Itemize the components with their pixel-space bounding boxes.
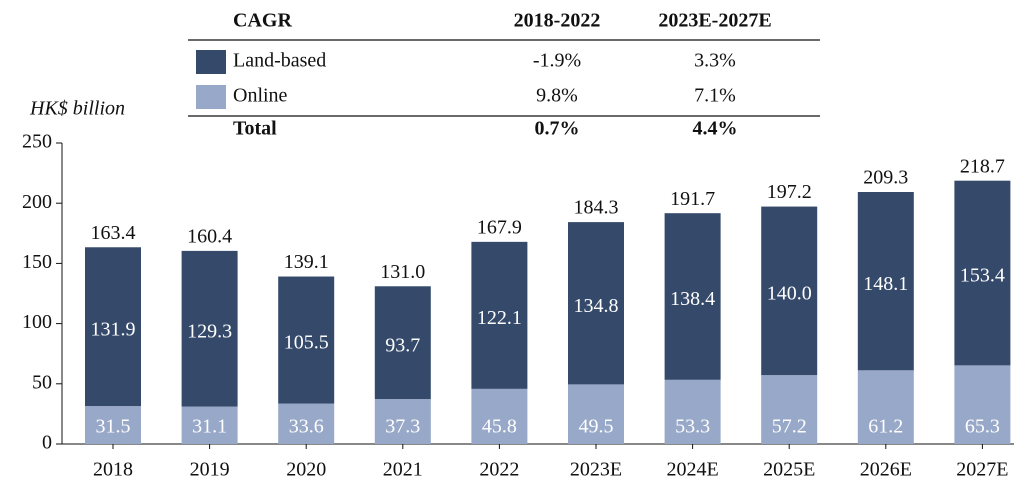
x-tick-label: 2021 — [383, 459, 423, 481]
y-axis-label: HK$ billion — [29, 98, 125, 120]
bar-segment — [471, 241, 528, 389]
bar-segment — [85, 406, 141, 444]
segment-label: 31.5 — [96, 416, 131, 438]
segment-label: 49.5 — [579, 416, 614, 438]
x-tick-label: 2020 — [286, 459, 326, 481]
total-label: 209.3 — [863, 167, 908, 189]
total-label: 191.7 — [670, 188, 715, 210]
bar-segment — [181, 250, 238, 407]
segment-label: 53.3 — [675, 416, 710, 438]
y-tick-label: 150 — [22, 251, 52, 273]
segment-label: 93.7 — [385, 334, 420, 356]
y-tick-label: 50 — [32, 371, 52, 393]
bar-segment — [664, 213, 721, 380]
total-label: 160.4 — [187, 225, 232, 247]
legend-label: Online — [233, 85, 288, 107]
bar-segment — [471, 388, 528, 444]
segment-label: 148.1 — [863, 273, 908, 295]
total-label: 139.1 — [284, 251, 329, 273]
total-label: 184.3 — [574, 197, 619, 219]
x-tick-label: 2019 — [190, 459, 230, 481]
bar-segment — [761, 375, 818, 444]
bar-segment — [568, 222, 624, 385]
segment-label: 131.9 — [91, 318, 136, 340]
table-cell: 9.8% — [536, 85, 578, 107]
x-tick-label: 2024E — [666, 459, 718, 481]
total-label: 163.4 — [91, 222, 136, 244]
segment-label: 57.2 — [772, 416, 807, 438]
table-total: 0.7% — [535, 118, 580, 140]
y-tick-label: 0 — [42, 432, 52, 454]
bar-segment — [374, 399, 431, 444]
bar-segment — [664, 379, 721, 444]
table-header: 2018-2022 — [514, 10, 601, 32]
x-tick-label: 2026E — [860, 459, 912, 481]
y-tick-label: 200 — [22, 191, 52, 213]
segment-label: 37.3 — [385, 416, 420, 438]
x-tick-label: 2018 — [93, 459, 133, 481]
bar-segment — [374, 286, 431, 400]
bar-segment — [857, 370, 914, 444]
bar-segment — [761, 206, 818, 376]
segment-label: 45.8 — [482, 416, 517, 438]
segment-label: 134.8 — [574, 295, 619, 317]
x-tick-label: 2023E — [570, 459, 622, 481]
segment-label: 140.0 — [767, 282, 812, 304]
legend-label: Land-based — [233, 50, 326, 72]
bar-segment — [954, 365, 1011, 444]
bar-segment — [568, 384, 624, 444]
bar-segment — [954, 180, 1011, 366]
table-cell: 7.1% — [694, 85, 736, 107]
y-tick-label: 100 — [22, 311, 52, 333]
bar-segment — [278, 403, 335, 444]
table-total: Total — [233, 118, 277, 140]
bar-segment — [278, 276, 335, 404]
segment-label: 153.4 — [960, 265, 1005, 287]
segment-label: 31.1 — [192, 416, 227, 438]
bar-segment — [857, 192, 914, 371]
segment-label: 105.5 — [284, 332, 329, 354]
legend-swatch — [196, 85, 226, 109]
x-tick-label: 2022 — [479, 459, 519, 481]
segment-label: 65.3 — [965, 416, 1000, 438]
segment-label: 129.3 — [187, 320, 232, 342]
x-tick-label: 2025E — [763, 459, 815, 481]
segment-label: 61.2 — [868, 416, 903, 438]
bar-segment — [181, 406, 238, 444]
x-tick-label: 2027E — [956, 459, 1008, 481]
table-header: CAGR — [233, 10, 292, 32]
total-label: 167.9 — [477, 216, 522, 238]
legend-swatch — [196, 50, 226, 74]
table-cell: 3.3% — [694, 50, 736, 72]
y-tick-label: 250 — [22, 131, 52, 153]
table-cell: -1.9% — [533, 50, 581, 72]
segment-label: 122.1 — [477, 307, 522, 329]
table-header: 2023E-2027E — [658, 10, 771, 32]
bar-segment — [85, 247, 141, 407]
total-label: 131.0 — [380, 261, 425, 283]
total-label: 197.2 — [767, 181, 812, 203]
segment-label: 33.6 — [289, 416, 324, 438]
table-total: 4.4% — [693, 118, 738, 140]
segment-label: 138.4 — [670, 288, 715, 310]
total-label: 218.7 — [960, 155, 1005, 177]
